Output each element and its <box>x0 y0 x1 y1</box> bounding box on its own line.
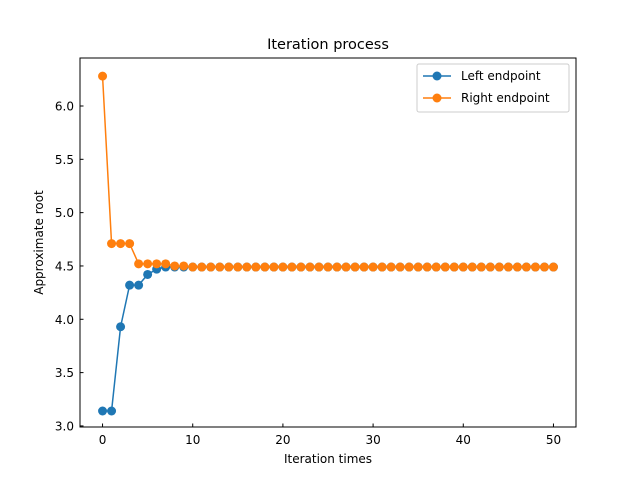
data-point <box>260 262 270 272</box>
data-point <box>305 262 315 272</box>
data-point <box>224 262 234 272</box>
x-tick-label: 40 <box>456 433 471 447</box>
y-axis-title: Approximate root <box>32 190 46 295</box>
data-point <box>107 239 117 249</box>
x-tick-label: 30 <box>365 433 380 447</box>
data-point <box>98 406 108 416</box>
data-point <box>287 262 297 272</box>
y-tick-label: 5.5 <box>55 153 74 167</box>
data-point <box>413 262 423 272</box>
data-point <box>314 262 324 272</box>
legend: Left endpoint Right endpoint <box>416 63 570 113</box>
data-point <box>134 259 144 269</box>
y-tick-label: 3.5 <box>55 366 74 380</box>
data-point <box>503 262 513 272</box>
chart-title: Iteration process <box>267 37 389 53</box>
y-tick-label: 6.0 <box>55 99 74 113</box>
y-tick-label: 4.5 <box>55 259 74 273</box>
data-point <box>458 262 468 272</box>
data-point <box>170 261 180 271</box>
data-point <box>368 262 378 272</box>
data-point <box>98 71 108 81</box>
data-point <box>386 262 396 272</box>
data-point <box>278 262 288 272</box>
data-point <box>143 269 153 279</box>
data-point <box>512 262 522 272</box>
data-point <box>242 262 252 272</box>
data-point <box>440 262 450 272</box>
data-point <box>269 262 279 272</box>
data-point <box>485 262 495 272</box>
y-tick-label: 3.0 <box>55 419 74 433</box>
legend-frame <box>416 63 570 113</box>
data-point <box>161 259 171 269</box>
data-point <box>467 262 477 272</box>
legend-marker-left-endpoint <box>432 71 442 81</box>
data-point <box>404 262 414 272</box>
data-point <box>296 262 306 272</box>
legend-label-right-endpoint: Right endpoint <box>461 91 550 105</box>
data-point <box>548 262 558 272</box>
data-point <box>215 262 225 272</box>
x-tick-label: 50 <box>546 433 561 447</box>
series-line-0 <box>102 266 554 412</box>
data-point <box>116 239 126 249</box>
data-point <box>332 262 342 272</box>
data-point <box>323 262 333 272</box>
data-point <box>539 262 549 272</box>
data-point <box>125 280 135 290</box>
data-point <box>359 262 369 272</box>
y-tick-label: 5.0 <box>55 206 74 220</box>
x-tick-label: 0 <box>99 433 107 447</box>
data-point <box>188 262 198 272</box>
series-layer <box>98 71 558 416</box>
data-point <box>476 262 486 272</box>
data-point <box>494 262 504 272</box>
data-point <box>530 262 540 272</box>
data-point <box>125 239 135 249</box>
legend-label-left-endpoint: Left endpoint <box>461 69 541 83</box>
data-point <box>431 262 441 272</box>
data-point <box>107 406 117 416</box>
y-tick-label: 4.0 <box>55 313 74 327</box>
data-point <box>449 262 459 272</box>
x-axis-title: Iteration times <box>284 452 372 466</box>
data-point <box>143 259 153 269</box>
data-point <box>179 261 189 271</box>
data-point <box>251 262 261 272</box>
legend-marker-right-endpoint <box>432 93 442 103</box>
data-point <box>233 262 243 272</box>
data-point <box>206 262 216 272</box>
axes-layer: 0 10 20 30 40 50 3.0 3.5 4.0 4.5 5.0 5.5 6.0 <box>55 99 561 447</box>
data-point <box>422 262 432 272</box>
data-point <box>395 262 405 272</box>
series-1 <box>98 71 558 272</box>
data-point <box>341 262 351 272</box>
data-point <box>197 262 207 272</box>
data-point <box>152 259 162 269</box>
data-point <box>350 262 360 272</box>
data-point <box>377 262 387 272</box>
data-point <box>521 262 531 272</box>
plot-frame <box>79 57 577 428</box>
data-point <box>134 280 144 290</box>
x-tick-label: 10 <box>185 433 200 447</box>
data-point <box>116 322 126 332</box>
x-tick-label: 20 <box>275 433 290 447</box>
series-0 <box>98 262 558 416</box>
